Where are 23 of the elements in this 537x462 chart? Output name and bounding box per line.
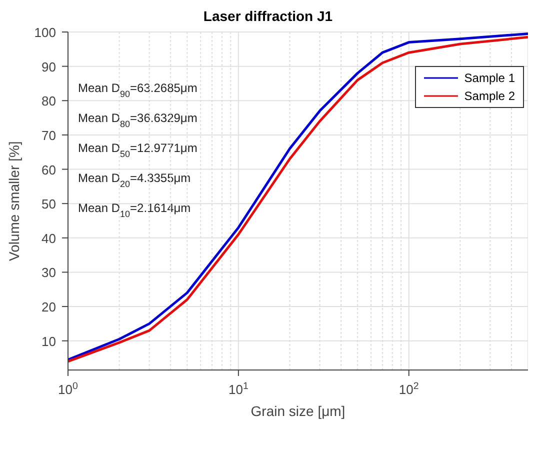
x-axis-title: Grain size [μm] [250,403,346,419]
annotation: Mean D$_{90}$=63.2685μm [78,81,198,99]
annotation: Mean D$_{50}$=12.9771μm [78,141,198,159]
legend-label: Sample 1 [464,71,515,85]
annotation: Mean D$_{20}$=4.3355μm [78,171,191,189]
annotation: Mean D$_{80}$=36.6329μm [78,111,198,129]
legend-label: Sample 2 [464,89,515,103]
y-axis-title: Volume smaller [%] [6,141,22,261]
y-tick-label: 20 [42,300,56,315]
y-tick-label: 70 [42,128,56,143]
y-tick-label: 90 [42,59,56,74]
y-tick-label: 60 [42,162,56,178]
y-tick-label: 100 [34,25,56,40]
y-tick-label: 80 [42,94,56,109]
y-tick-label: 30 [42,265,56,280]
chart-title: Laser diffraction J1 [202,8,334,26]
y-tick-label: 50 [42,196,56,212]
y-tick-label: 10 [42,334,56,349]
x-tick-label: 10$^{2}$ [398,380,419,397]
annotation: Mean D$_{10}$=2.1614μm [78,201,191,219]
y-tick-label: 40 [42,230,56,246]
x-tick-label: 10$^{1}$ [228,380,248,397]
x-tick-label: 10$^{0}$ [58,380,79,397]
